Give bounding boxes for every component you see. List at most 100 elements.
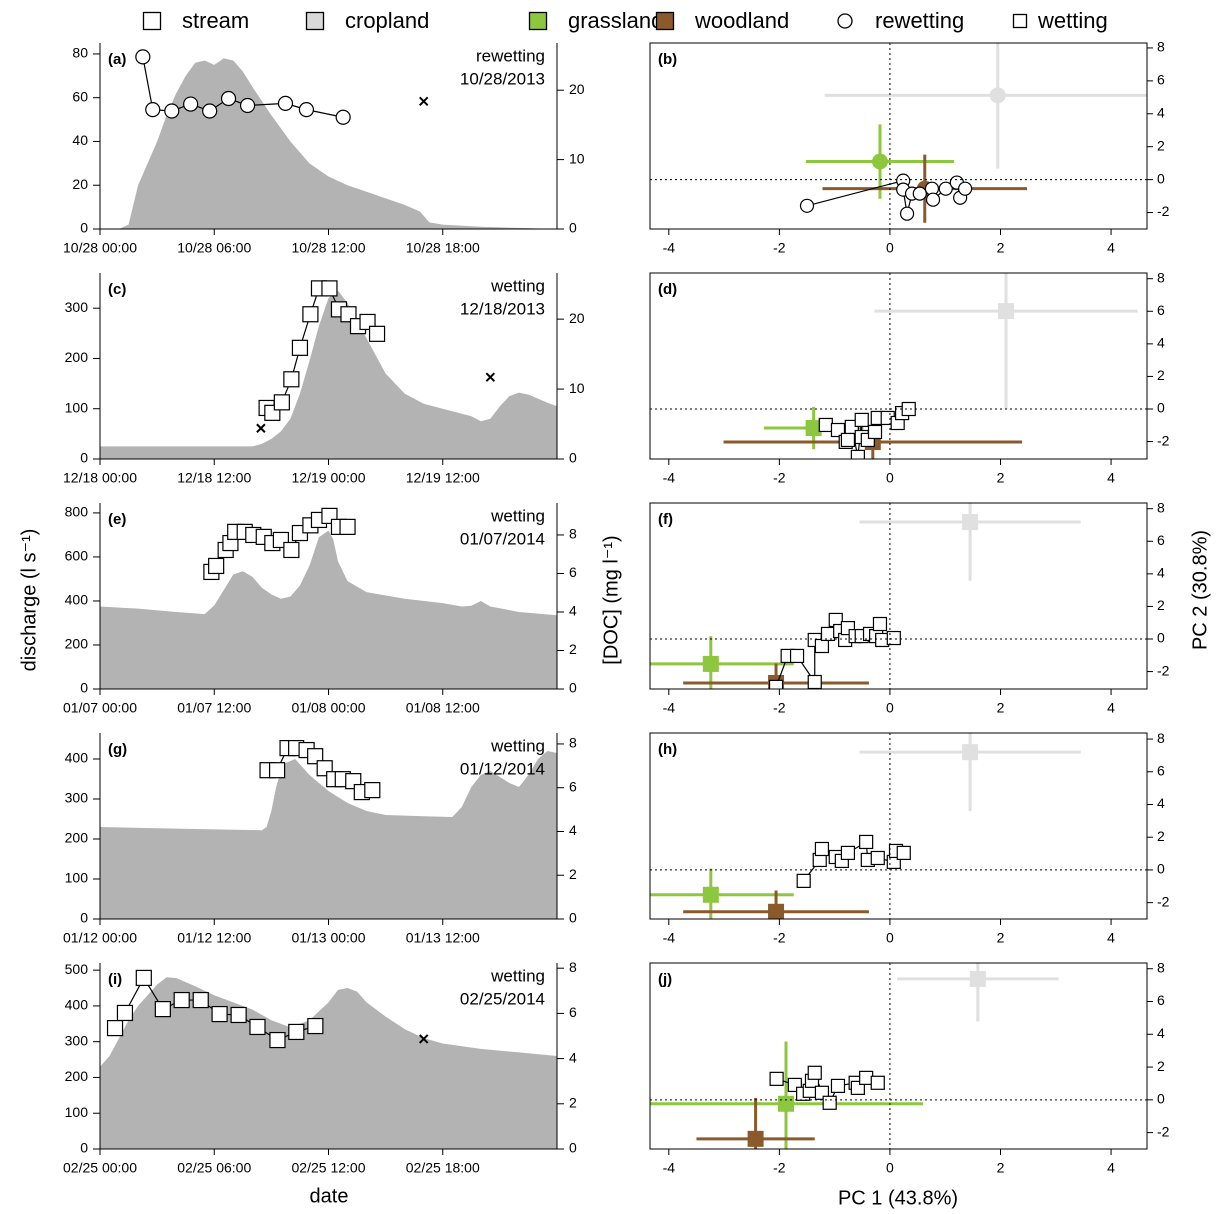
panel: 12/18 00:00 12/18 12:00 12/19 00:00 12/19 1…: [63, 273, 585, 486]
y-tick-label: 80: [72, 45, 88, 61]
stream-point: [820, 626, 836, 642]
x-tick-label: 02/25 06:00: [177, 1160, 251, 1176]
y2-tick-label: 2: [569, 641, 577, 657]
group-center: [969, 970, 986, 987]
annotation: 01/07/2014: [460, 529, 545, 548]
plot-frame: [649, 42, 1148, 230]
stream-point: [938, 181, 953, 196]
y-tick-label: 8: [1157, 959, 1165, 975]
x-tick-label: 4: [1107, 700, 1115, 716]
annotation: 10/28/2013: [460, 69, 545, 88]
legend-label: rewetting: [875, 8, 964, 33]
annotation: 12/18/2013: [460, 299, 545, 318]
group-center: [805, 420, 822, 437]
doc-point: [116, 1004, 134, 1022]
doc-point: [183, 96, 199, 112]
y-tick-label: 400: [65, 750, 89, 766]
x-tick-label: -4: [663, 240, 676, 256]
y-tick-label: 2: [1157, 1058, 1165, 1074]
plot-area: [650, 503, 1081, 689]
y-tick-label: -2: [1157, 432, 1170, 448]
stream-point: [830, 1078, 846, 1094]
annotation: wetting: [490, 276, 545, 295]
doc-point: [106, 1019, 124, 1037]
group-center: [702, 886, 719, 903]
y-tick-label: 2: [1157, 137, 1165, 153]
y-tick-label: 500: [65, 961, 89, 977]
x-tick-label: 0: [886, 1160, 894, 1176]
y-tick-label: 200: [65, 830, 89, 846]
stream-point: [850, 449, 865, 459]
doc-point: [154, 1001, 171, 1018]
y-tick-label: 0: [1157, 400, 1165, 416]
stream-point: [840, 432, 856, 448]
stream-point: [768, 679, 784, 689]
stream-point: [789, 648, 805, 664]
y-tick-label: 0: [1157, 170, 1165, 186]
y2-tick-label: 6: [569, 778, 577, 794]
panel-label: (d): [658, 281, 677, 298]
doc-point: [364, 782, 381, 799]
y-tick-label: 0: [1157, 630, 1165, 646]
x-tick-label: -4: [663, 470, 676, 486]
stream-point: [814, 841, 830, 857]
panel-label: (g): [108, 741, 127, 758]
panel: 01/12 00:00 01/12 12:00 01/13 00:00 01/13 1…: [63, 733, 577, 946]
x-axis-title: date: [310, 1185, 349, 1207]
y-tick-label: 2: [1157, 597, 1165, 613]
doc-point: [268, 762, 286, 779]
stream-point: [799, 198, 815, 213]
x-tick-label: 12/19 00:00: [292, 470, 366, 486]
legend-label: stream: [182, 8, 249, 33]
doc-point: [288, 1023, 305, 1041]
cross-marker: [419, 1034, 429, 1044]
y2-tick-label: 4: [569, 603, 577, 619]
panel-label: (e): [108, 511, 126, 528]
y2-tick-label: 20: [569, 310, 585, 326]
plot-frame: [649, 502, 1148, 690]
stream-point: [901, 401, 916, 417]
discharge-area: [100, 751, 557, 919]
y-tick-label: 300: [65, 299, 89, 315]
group-center: [768, 903, 785, 919]
x-tick-label: 10/28 00:00: [63, 240, 137, 256]
x-tick-label: 2: [997, 930, 1005, 946]
annotation: wetting: [490, 966, 545, 985]
group-center: [871, 153, 888, 170]
y-tick-label: 6: [1157, 302, 1165, 318]
doc-point: [283, 541, 300, 559]
panel: 02/25 00:00 02/25 06:00 02/25 12:00 02/25 1…: [63, 959, 577, 1176]
stream-point: [870, 850, 885, 866]
panel: -4 -2 0 2 4 -2 0 2 4 6 8 (d): [649, 269, 1170, 486]
y-tick-label: 4: [1157, 104, 1165, 120]
plot-area: [100, 290, 557, 459]
doc-point: [208, 557, 225, 575]
stream-point: [958, 181, 973, 196]
x-tick-label: -2: [773, 240, 786, 256]
stream-point: [854, 412, 869, 428]
x-tick-label: -4: [663, 930, 676, 946]
y2-tick-label: 0: [569, 450, 577, 466]
panel: 10/28 00:00 10/28 06:00 10/28 12:00 10/28 1…: [63, 43, 585, 256]
x-tick-label: 01/07 12:00: [177, 700, 251, 716]
y2-tick-label: 0: [569, 910, 577, 926]
doc-point: [173, 991, 190, 1009]
y-tick-label: 0: [1157, 1091, 1165, 1107]
y2-tick-label: 10: [569, 380, 585, 396]
y-tick-label: 100: [65, 1104, 89, 1120]
pc-x-axis-title: PC 1 (43.8%): [838, 1187, 958, 1209]
group-center: [962, 744, 979, 761]
stream-point: [769, 1071, 784, 1086]
y2-tick-label: 4: [569, 822, 577, 838]
x-tick-label: 4: [1107, 470, 1115, 486]
y2-tick-label: 10: [569, 150, 585, 166]
y2-tick-label: 8: [569, 959, 577, 975]
doc-point: [135, 969, 152, 987]
x-tick-label: 2: [997, 700, 1005, 716]
x-tick-label: 2: [997, 1160, 1005, 1176]
y-tick-label: 8: [1157, 499, 1165, 515]
discharge-area: [100, 290, 557, 459]
x-tick-label: 01/12 12:00: [177, 930, 251, 946]
y2-tick-label: 4: [569, 1049, 577, 1065]
group-center: [998, 303, 1015, 320]
